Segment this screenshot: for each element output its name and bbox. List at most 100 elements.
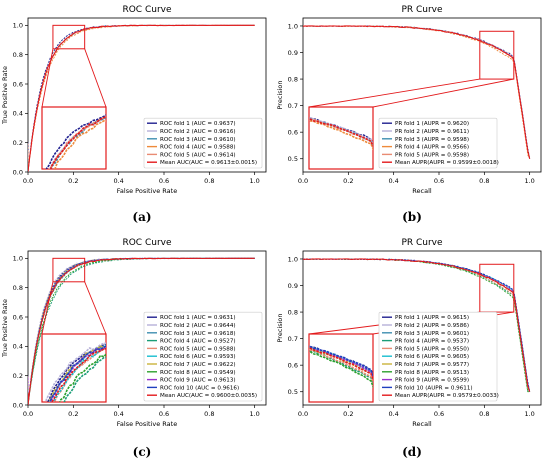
x-tick-label: 0.0 — [23, 177, 33, 185]
legend-label: ROC fold 3 (AUC = 0.9618) — [160, 331, 236, 337]
series-group — [303, 258, 531, 393]
inset-series-10 — [309, 345, 373, 378]
x-tick-label: 1.0 — [249, 410, 259, 418]
x-tick-label: 0.0 — [298, 177, 308, 185]
x-tick-label: 0.4 — [113, 177, 123, 185]
x-tick-label: 0.6 — [434, 177, 444, 185]
inset-series-4 — [63, 356, 106, 402]
legend-label: PR fold 6 (AUPR = 0.9605) — [395, 354, 469, 360]
plot-frame — [27, 17, 267, 173]
chart-title: PR Curve — [401, 238, 443, 248]
pr-chart-b: PR Curve 0.0 0.2 0.4 0.6 0.8 1.0 0.5 0.6 0.7 0.8 0.… — [276, 5, 542, 195]
legend-label: PR fold 4 (AUPR = 0.9566) — [395, 145, 469, 151]
x-tick-label: 0.6 — [434, 410, 444, 418]
x-tick-label: 0.2 — [343, 410, 353, 418]
y-tick-label: 0.7 — [288, 102, 298, 110]
legend-label: ROC fold 4 (AUC = 0.9527) — [160, 339, 236, 345]
x-tick-label: 0.2 — [343, 177, 353, 185]
zoom-connector — [41, 281, 54, 335]
legend-label: ROC fold 5 (AUC = 0.9588) — [160, 346, 236, 352]
series-line-8 — [303, 258, 530, 393]
legend-label: ROC fold 3 (AUC = 0.9610) — [160, 137, 236, 143]
inset-series-9 — [309, 346, 373, 379]
plot-frame — [27, 250, 267, 406]
series-line-11 — [303, 258, 531, 392]
zoom-window — [52, 24, 86, 50]
x-axis-label: False Positive Rate — [117, 420, 177, 428]
y-tick-label: 0.9 — [288, 282, 298, 290]
series-group — [303, 25, 531, 159]
x-tick-label: 0.4 — [388, 410, 398, 418]
zoom-window — [479, 30, 515, 80]
y-axis-label: Precision — [276, 313, 284, 342]
legend-label: ROC fold 7 (AUC = 0.9622) — [160, 362, 236, 368]
legend-label: Mean AUC(AUC = 0.9613±0.0015) — [160, 160, 257, 166]
legend-label: PR fold 1 (AUPR = 0.9615) — [395, 315, 469, 321]
y-tick-label: 0.5 — [288, 155, 298, 163]
inset-series-11 — [309, 347, 373, 381]
legend-label: PR fold 2 (AUPR = 0.9586) — [395, 323, 469, 329]
x-tick-label: 1.0 — [249, 177, 259, 185]
inset-series-1 — [45, 114, 106, 169]
legend-label: Mean AUPR(AUPR = 0.9599±0.0018) — [395, 160, 499, 166]
legend-box — [143, 311, 263, 402]
series-line-11 — [28, 257, 255, 405]
x-tick-label: 0.4 — [113, 410, 123, 418]
inset-series-5 — [309, 348, 373, 385]
y-tick-label: 1.0 — [13, 255, 23, 263]
legend-box — [378, 311, 498, 402]
zoom-connector — [84, 48, 107, 108]
legend-label: PR fold 10 (AUPR = 0.9611) — [395, 385, 473, 391]
zoom-connector — [308, 78, 480, 108]
x-axis-label: False Positive Rate — [117, 187, 177, 195]
y-tick-label: 0.0 — [13, 168, 23, 176]
y-tick-label: 0.4 — [13, 343, 23, 351]
legend-label: Mean AUC(AUC = 0.9600±0.0035) — [160, 393, 257, 399]
inset-series-6 — [49, 115, 106, 169]
legend-label: PR fold 1 (AUPR = 0.9620) — [395, 121, 469, 127]
caption-c: (c) — [132, 445, 152, 459]
zoom-window — [52, 257, 86, 283]
y-tick-label: 1.0 — [288, 22, 298, 30]
inset-series-4 — [53, 120, 106, 169]
legend-label: PR fold 8 (AUPR = 0.9513) — [395, 370, 469, 376]
inset-series-10 — [49, 344, 106, 402]
plot-frame — [302, 250, 542, 406]
legend-label: PR fold 7 (AUPR = 0.9577) — [395, 362, 469, 368]
inset-group — [45, 114, 106, 169]
y-tick-label: 0.5 — [288, 388, 298, 396]
series-line-6 — [28, 24, 255, 172]
inset-series-4 — [309, 119, 373, 151]
series-line-6 — [303, 25, 531, 159]
y-tick-label: 1.0 — [13, 22, 23, 30]
legend-label: ROC fold 8 (AUC = 0.9549) — [160, 370, 236, 376]
x-tick-label: 0.8 — [479, 410, 489, 418]
caption-d: (d) — [402, 445, 422, 459]
zoom-connector — [84, 281, 107, 335]
inset-series-8 — [59, 353, 106, 402]
x-tick-label: 0.6 — [159, 410, 169, 418]
series-group — [28, 24, 255, 172]
chart-title: ROC Curve — [122, 5, 171, 15]
legend-label: ROC fold 1 (AUC = 0.9637) — [160, 121, 236, 127]
roc-chart-c: ROC Curve 0.0 0.2 0.4 0.6 0.8 1.0 0.0 0.2 0.4 0.6 0… — [1, 238, 267, 428]
legend-box — [378, 117, 498, 169]
x-tick-label: 0.0 — [23, 410, 33, 418]
x-tick-label: 0.8 — [479, 177, 489, 185]
x-tick-label: 0.0 — [298, 410, 308, 418]
y-tick-label: 0.2 — [13, 139, 23, 147]
y-tick-label: 0.8 — [13, 51, 23, 59]
inset-series-2 — [309, 117, 373, 147]
zoom-window — [479, 263, 515, 313]
legend-label: PR fold 3 (AUPR = 0.9598) — [395, 137, 469, 143]
pr-chart-d: PR Curve 0.0 0.2 0.4 0.6 0.8 1.0 0.5 0.6 0.7 0.8 0.… — [276, 238, 542, 428]
roc-chart-a: ROC Curve 0.0 0.2 0.4 0.6 0.8 1.0 0.0 0.2 0.4 0.6 0… — [1, 5, 267, 195]
y-tick-label: 0.6 — [13, 80, 23, 88]
legend-label: ROC fold 4 (AUC = 0.9588) — [160, 145, 236, 151]
zoom-connector — [372, 78, 514, 108]
y-axis-label: Precision — [276, 80, 284, 109]
inset-group — [309, 116, 373, 151]
inset-series-6 — [52, 346, 106, 402]
legend-label: PR fold 5 (AUPR = 0.9598) — [395, 152, 469, 158]
